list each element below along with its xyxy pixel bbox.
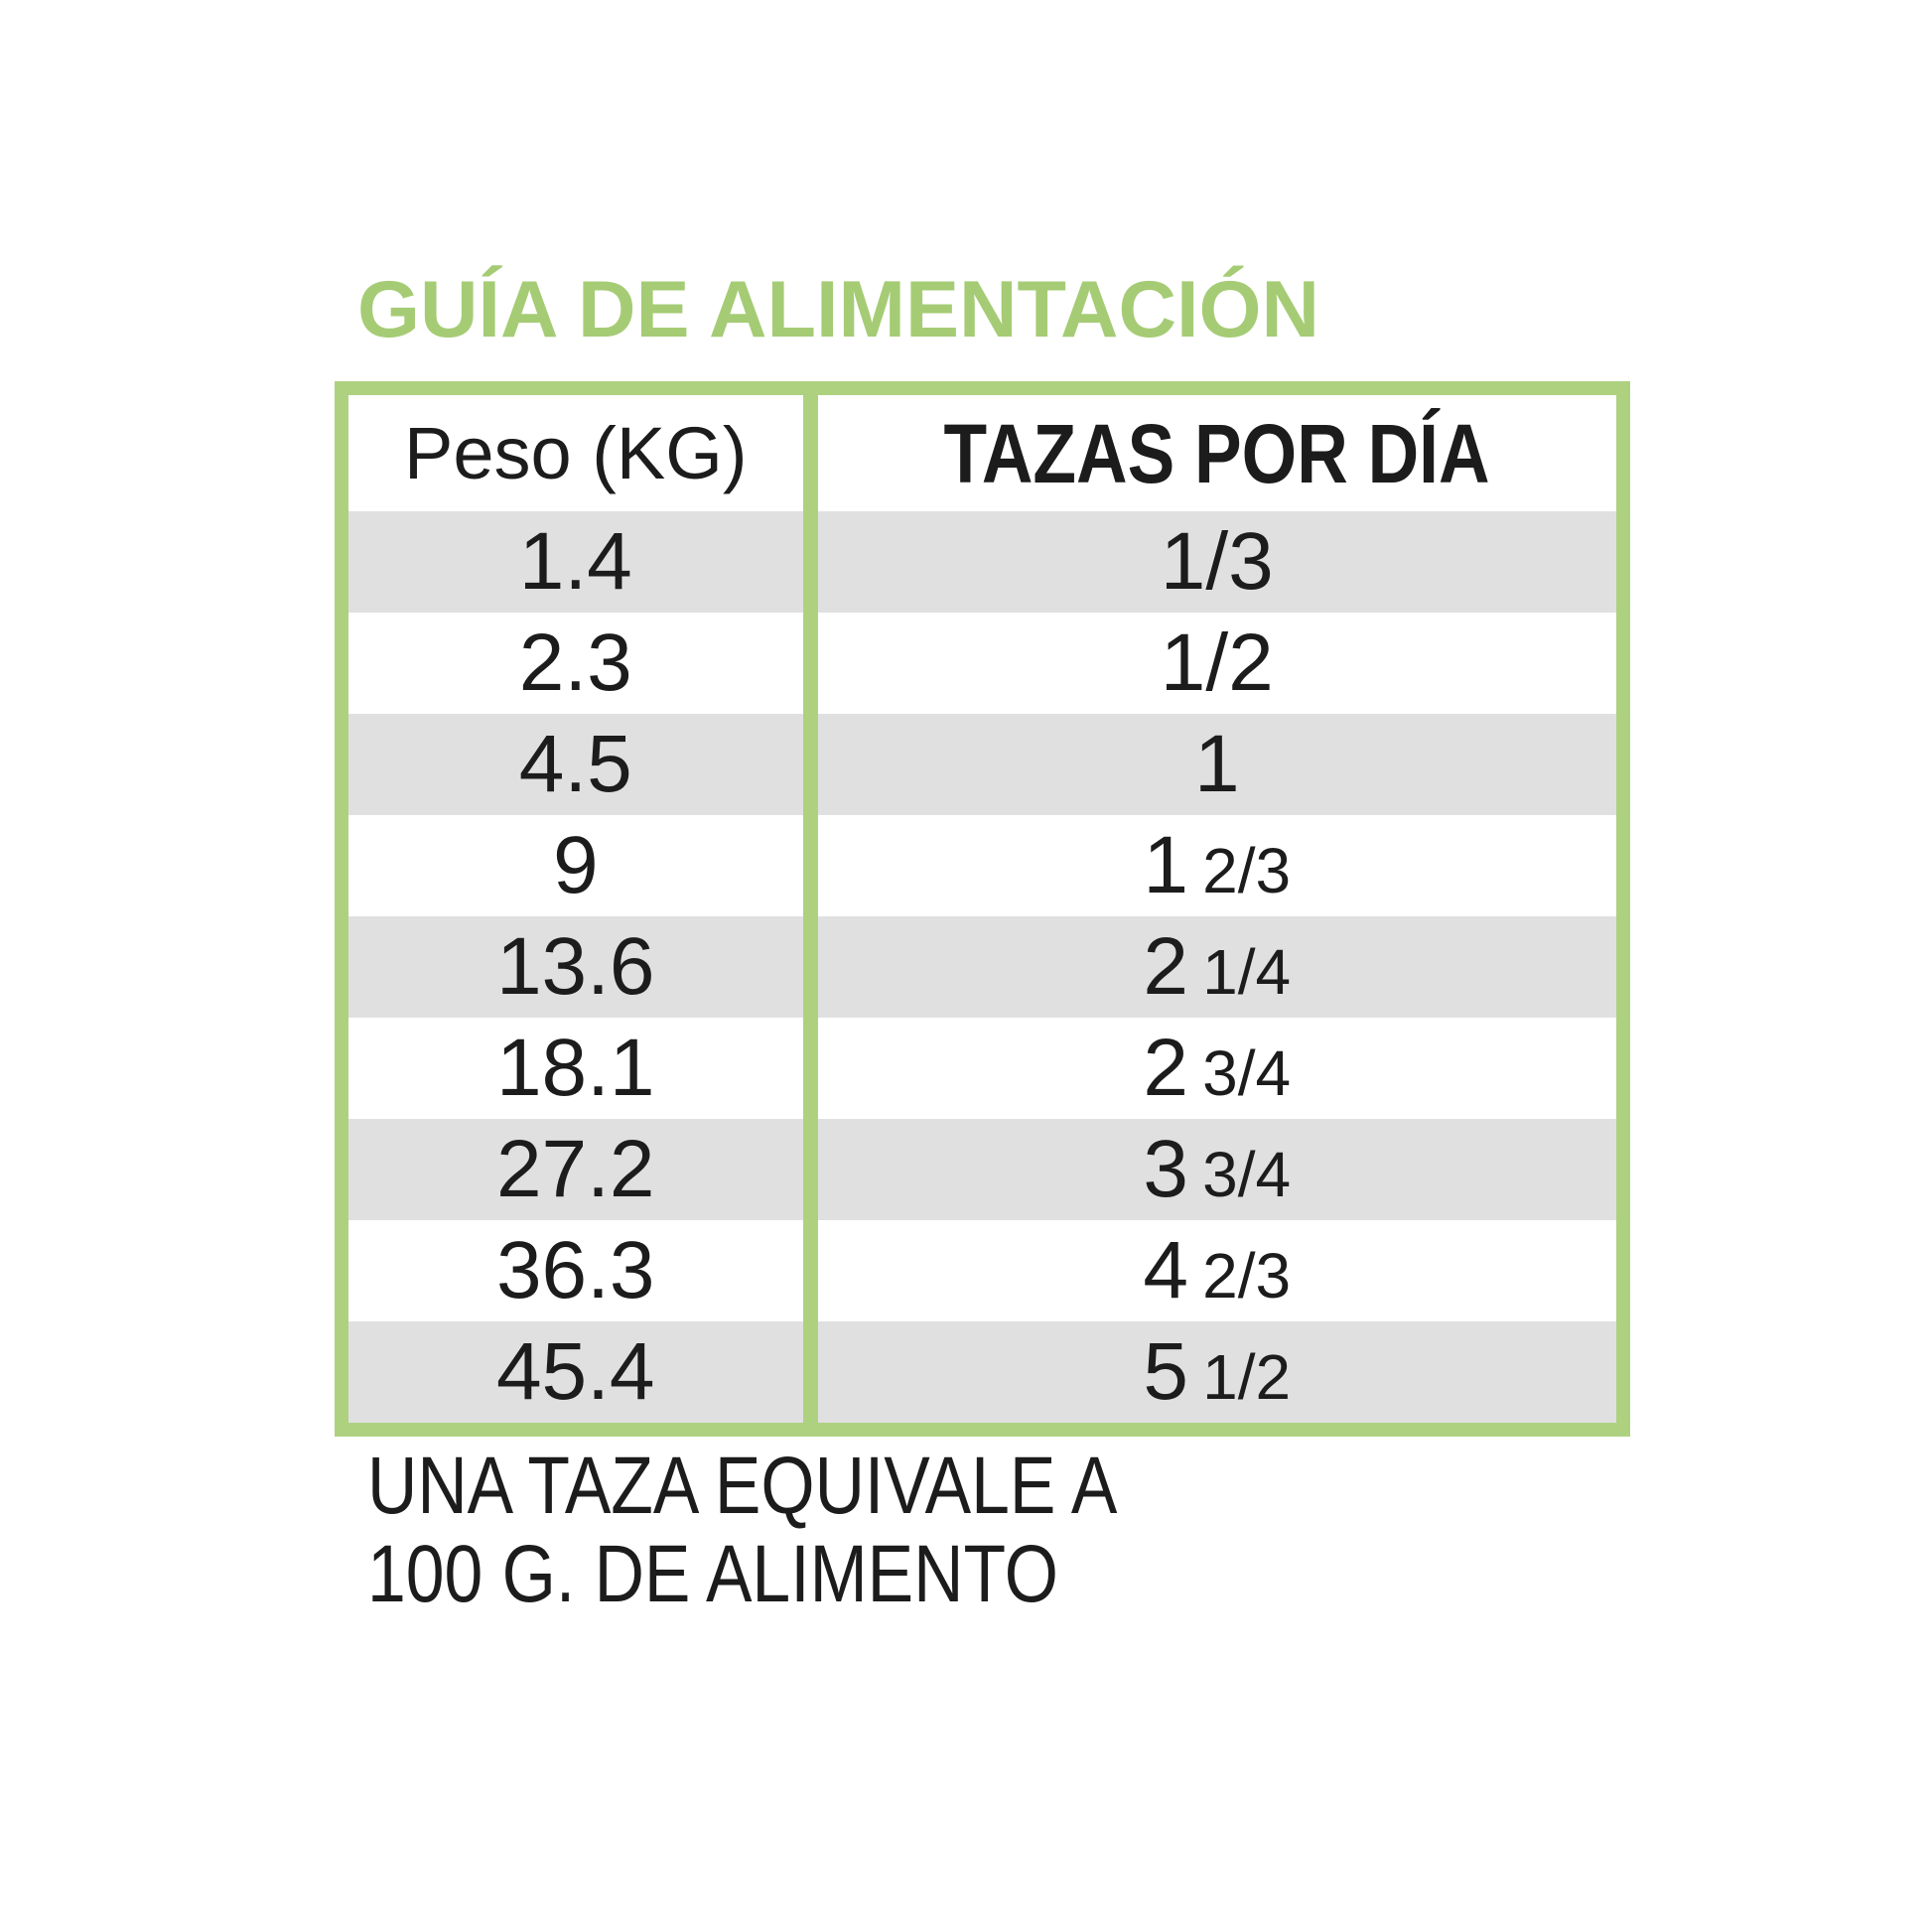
tazas-whole: 1 xyxy=(1143,820,1189,910)
table-row: 13.6 2 1/4 xyxy=(348,916,1616,1018)
tazas-value: 2 3/4 xyxy=(1143,1023,1291,1113)
feeding-guide-grid: Peso (KG) TAZAS POR DÍA 1.4 1/3 2.3 1/2 … xyxy=(348,395,1616,1423)
tazas-value: 1/3 xyxy=(1161,516,1274,607)
tazas-whole: 5 xyxy=(1143,1326,1189,1417)
table-body: 1.4 1/3 2.3 1/2 4.5 1 9 1 2/3 13.6 2 1/4 xyxy=(348,511,1616,1423)
table-row: 2.3 1/2 xyxy=(348,613,1616,714)
tazas-fraction: 1/2 xyxy=(1202,1341,1292,1413)
tazas-value: 4 2/3 xyxy=(1143,1225,1291,1315)
tazas-whole: 1/3 xyxy=(1160,516,1274,607)
table-row: 9 1 2/3 xyxy=(348,815,1616,916)
weight-column-header: Peso (KG) xyxy=(404,411,748,494)
peso-cell: 1.4 xyxy=(348,511,810,613)
peso-value: 45.4 xyxy=(495,1326,655,1417)
peso-cell: 45.4 xyxy=(348,1321,810,1423)
serving-note-line2: 100 G. DE ALIMENTO xyxy=(367,1529,1058,1619)
table-row: 45.4 5 1/2 xyxy=(348,1321,1616,1423)
peso-cell: 13.6 xyxy=(348,916,810,1018)
tazas-cell: 1 xyxy=(802,714,1616,815)
peso-cell: 18.1 xyxy=(348,1018,810,1119)
table-header-row: Peso (KG) TAZAS POR DÍA xyxy=(348,395,1616,511)
tazas-whole: 3 xyxy=(1143,1124,1189,1214)
tazas-value: 1/2 xyxy=(1161,618,1274,708)
page-title: GUÍA DE ALIMENTACIÓN xyxy=(357,265,1319,354)
tazas-value: 1 2/3 xyxy=(1143,820,1291,910)
tazas-whole: 1 xyxy=(1193,719,1240,809)
tazas-value: 1 xyxy=(1194,719,1240,809)
serving-note: UNA TAZA EQUIVALE A 100 G. DE ALIMENTO xyxy=(367,1442,1117,1618)
peso-cell: 4.5 xyxy=(348,714,810,815)
weight-column-header-cell: Peso (KG) xyxy=(348,395,810,511)
tazas-cell: 5 1/2 xyxy=(802,1321,1616,1423)
table-row: 4.5 1 xyxy=(348,714,1616,815)
peso-value: 13.6 xyxy=(495,921,655,1012)
tazas-cell: 2 3/4 xyxy=(802,1018,1616,1119)
peso-value: 4.5 xyxy=(518,719,632,809)
tazas-cell: 3 3/4 xyxy=(802,1119,1616,1220)
tazas-fraction: 2/3 xyxy=(1202,835,1292,906)
tazas-cell: 1/2 xyxy=(802,613,1616,714)
peso-value: 36.3 xyxy=(495,1225,655,1315)
peso-value: 2.3 xyxy=(518,618,632,708)
tazas-value: 5 1/2 xyxy=(1143,1326,1291,1417)
tazas-cell: 1 2/3 xyxy=(802,815,1616,916)
tazas-fraction: 3/4 xyxy=(1202,1037,1292,1109)
tazas-fraction: 1/4 xyxy=(1202,936,1292,1008)
feeding-guide-table: Peso (KG) TAZAS POR DÍA 1.4 1/3 2.3 1/2 … xyxy=(335,381,1630,1437)
tazas-whole: 1/2 xyxy=(1160,618,1274,708)
tazas-cell: 4 2/3 xyxy=(802,1220,1616,1321)
peso-value: 27.2 xyxy=(495,1124,655,1214)
tazas-fraction: 3/4 xyxy=(1202,1139,1292,1210)
peso-cell: 2.3 xyxy=(348,613,810,714)
table-row: 27.2 3 3/4 xyxy=(348,1119,1616,1220)
tazas-whole: 2 xyxy=(1143,921,1189,1012)
peso-value: 9 xyxy=(552,820,599,910)
cups-column-header: TAZAS POR DÍA xyxy=(943,406,1490,500)
tazas-fraction: 2/3 xyxy=(1202,1240,1292,1311)
tazas-cell: 1/3 xyxy=(802,511,1616,613)
tazas-whole: 4 xyxy=(1143,1225,1189,1315)
peso-cell: 9 xyxy=(348,815,810,916)
tazas-value: 3 3/4 xyxy=(1143,1124,1291,1214)
tazas-whole: 2 xyxy=(1143,1023,1189,1113)
peso-value: 18.1 xyxy=(495,1023,655,1113)
table-row: 1.4 1/3 xyxy=(348,511,1616,613)
tazas-value: 2 1/4 xyxy=(1143,921,1291,1012)
table-row: 18.1 2 3/4 xyxy=(348,1018,1616,1119)
serving-note-line1: UNA TAZA EQUIVALE A xyxy=(367,1441,1118,1531)
table-row: 36.3 4 2/3 xyxy=(348,1220,1616,1321)
tazas-cell: 2 1/4 xyxy=(802,916,1616,1018)
peso-cell: 36.3 xyxy=(348,1220,810,1321)
peso-value: 1.4 xyxy=(518,516,632,607)
peso-cell: 27.2 xyxy=(348,1119,810,1220)
cups-column-header-cell: TAZAS POR DÍA xyxy=(802,395,1616,511)
